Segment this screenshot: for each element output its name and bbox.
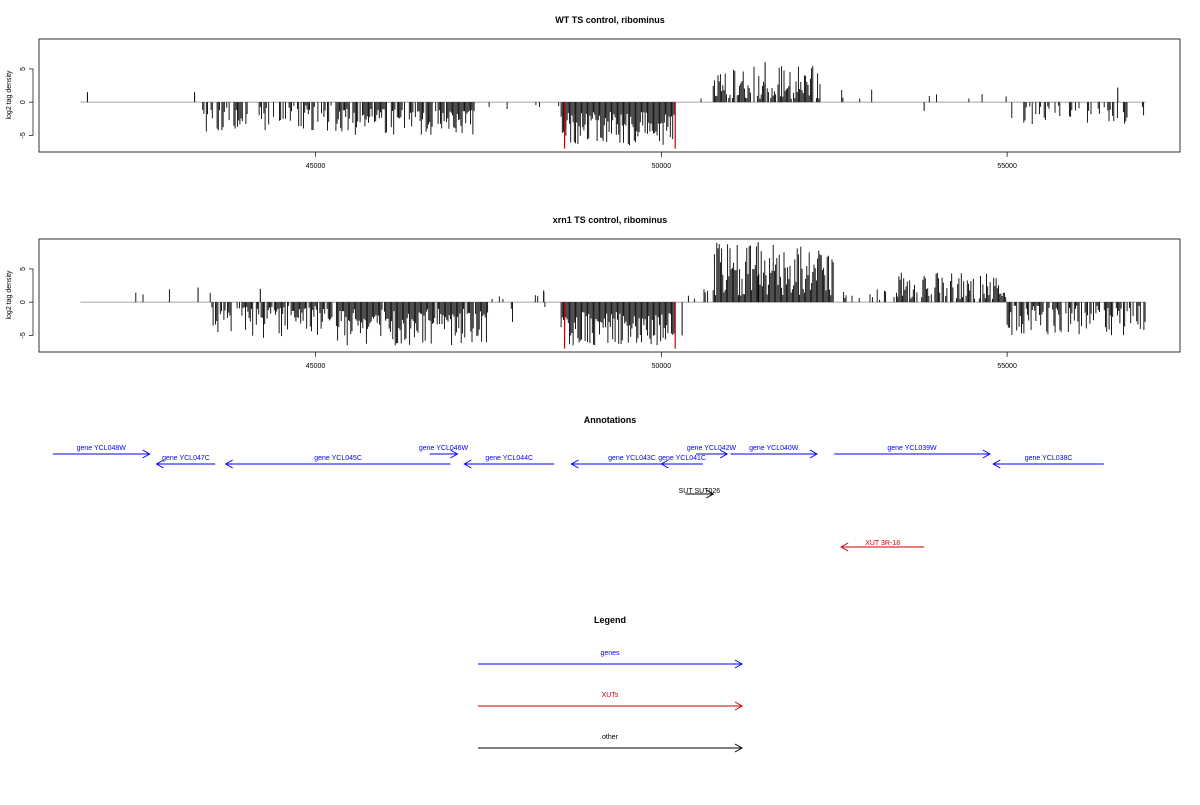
feature-arrowhead <box>982 449 991 459</box>
x-tick-label: 55000 <box>997 163 1017 170</box>
axes: -5 0 5 45000 50000 55000 <box>20 67 1017 170</box>
gene-feature: gene YCL047C <box>155 455 216 469</box>
gene-feature: gene YCL042W <box>687 445 737 459</box>
feature-arrowhead <box>463 459 472 469</box>
feature-arrowhead <box>142 449 151 459</box>
feature-label: gene YCL044C <box>485 455 533 462</box>
feature-label: gene YCL040W <box>749 445 799 452</box>
plot-frame <box>38 38 1181 153</box>
legend-item: other <box>478 734 744 753</box>
bar-group <box>80 62 1146 149</box>
feature-label: gene YCL048W <box>77 445 127 452</box>
feature-label: gene YCL041C <box>658 455 706 462</box>
feature-label: SUT SUT026 <box>679 488 721 495</box>
y-tick-label: 0 <box>20 300 27 304</box>
legend-arrowhead <box>734 659 744 669</box>
y-axis-label: log2 tag density <box>6 270 13 320</box>
annotation-features: gene YCL048W gene YCL047C gene YCL046W gene… <box>52 445 1104 552</box>
annotations-title: Annotations <box>584 415 637 425</box>
bar-group <box>80 242 1146 349</box>
other-feature: SUT SUT026 <box>679 488 721 499</box>
gene-feature: gene YCL038C <box>992 455 1104 469</box>
y-tick-label: -5 <box>20 132 27 138</box>
gene-feature: gene YCL044C <box>463 455 555 469</box>
legend-arrowhead <box>734 701 744 711</box>
legend-item: XUTs <box>478 692 744 711</box>
legend-label: genes <box>600 650 620 657</box>
legend-label: other <box>602 734 619 741</box>
chart-title: WT TS control, ribominus <box>555 15 665 25</box>
gene-feature: gene YCL041C <box>658 455 706 469</box>
legend-arrowhead <box>734 743 744 753</box>
y-tick-label: 5 <box>20 67 27 71</box>
feature-arrowhead <box>450 449 459 459</box>
legend-items: genes XUTs other <box>478 650 744 753</box>
feature-label: gene YCL046W <box>419 445 469 452</box>
feature-label: gene YCL045C <box>314 455 362 462</box>
track-wt-ts-control: WT TS control, ribominus log2 tag densit… <box>6 15 1181 170</box>
feature-arrowhead <box>840 542 849 552</box>
x-tick-label: 45000 <box>306 163 326 170</box>
gene-feature: gene YCL048W <box>52 445 151 459</box>
feature-arrowhead <box>155 459 164 469</box>
y-tick-label: 5 <box>20 267 27 271</box>
y-axis-label: log2 tag density <box>6 70 13 120</box>
x-tick-label: 45000 <box>306 363 326 370</box>
legend-title: Legend <box>594 615 626 625</box>
feature-arrowhead <box>992 459 1001 469</box>
legend-item: genes <box>478 650 744 669</box>
feature-arrowhead <box>719 449 729 459</box>
plot-frame <box>38 238 1181 353</box>
xut-feature: XUT 3R-18 <box>840 540 925 552</box>
feature-label: gene YCL039W <box>887 445 937 452</box>
feature-label: gene YCL047C <box>162 455 210 462</box>
feature-label: gene YCL043C <box>608 455 656 462</box>
feature-label: gene YCL038C <box>1025 455 1073 462</box>
legend: Legend genes XUTs other <box>478 615 744 753</box>
feature-arrowhead <box>224 459 233 469</box>
feature-arrowhead <box>660 459 669 469</box>
x-tick-label: 50000 <box>652 163 672 170</box>
x-tick-label: 55000 <box>997 363 1017 370</box>
feature-label: XUT 3R-18 <box>865 540 900 547</box>
feature-arrowhead <box>705 489 715 499</box>
gene-feature: gene YCL045C <box>224 455 451 469</box>
feature-arrowhead <box>809 449 818 459</box>
axes: -5 0 5 45000 50000 55000 <box>20 267 1017 370</box>
gene-feature: gene YCL046W <box>419 445 469 459</box>
feature-label: gene YCL042W <box>687 445 737 452</box>
chart-title: xrn1 TS control, ribominus <box>553 215 668 225</box>
legend-label: XUTs <box>602 692 619 699</box>
gene-feature: gene YCL040W <box>730 445 818 459</box>
feature-arrowhead <box>570 459 579 469</box>
x-tick-label: 50000 <box>652 363 672 370</box>
track-xrn1-ts-control: xrn1 TS control, ribominus log2 tag dens… <box>6 215 1181 370</box>
y-tick-label: 0 <box>20 100 27 104</box>
gene-feature: gene YCL039W <box>834 445 991 459</box>
y-tick-label: -5 <box>20 332 27 338</box>
